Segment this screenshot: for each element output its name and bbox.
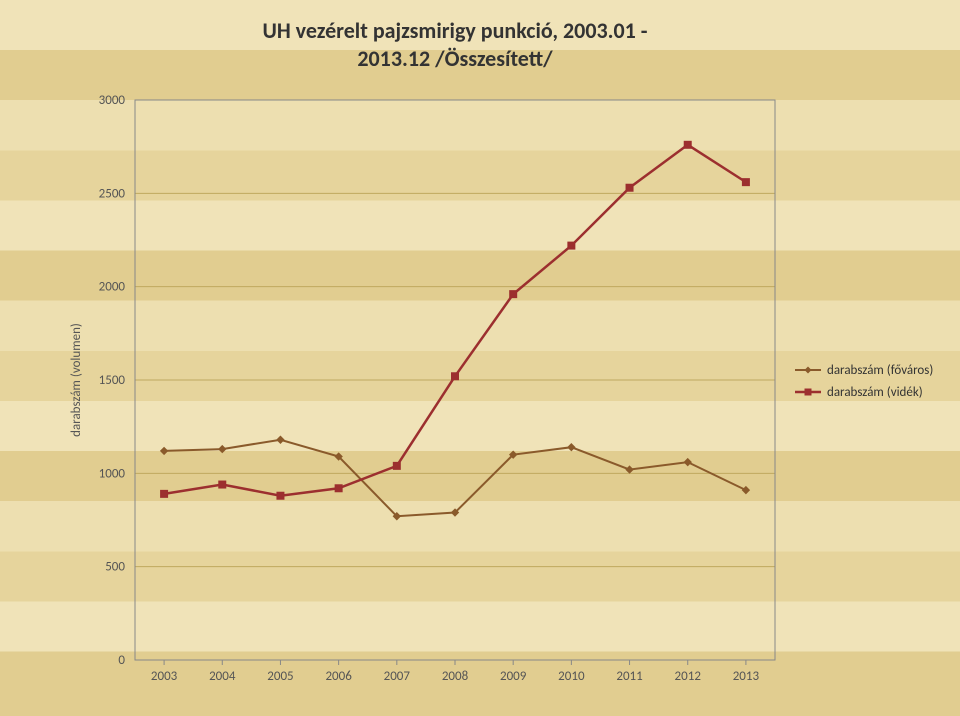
- x-tick-label: 2007: [384, 669, 411, 684]
- marker-fovaros: [742, 487, 749, 494]
- marker-fovaros: [684, 459, 691, 466]
- line-chart: UH vezérelt pajzsmirigy punkció, 2003.01…: [0, 0, 960, 716]
- marker-videk: [219, 481, 226, 488]
- y-axis-label: darabszám (volumen): [69, 323, 84, 437]
- x-tick-label: 2004: [209, 669, 236, 684]
- series-line-fovaros: [164, 440, 746, 517]
- marker-fovaros: [219, 446, 226, 453]
- chart-container: UH vezérelt pajzsmirigy punkció, 2003.01…: [0, 0, 960, 716]
- y-tick-label: 1000: [99, 466, 126, 481]
- series-line-videk: [164, 145, 746, 496]
- legend-marker-videk: [805, 389, 812, 396]
- y-tick-label: 500: [105, 560, 125, 575]
- x-tick-label: 2009: [500, 669, 527, 684]
- x-tick-label: 2006: [325, 669, 352, 684]
- x-tick-label: 2012: [675, 669, 702, 684]
- y-tick-label: 2000: [99, 280, 126, 295]
- marker-videk: [684, 141, 691, 148]
- x-tick-label: 2011: [616, 669, 642, 684]
- marker-videk: [510, 291, 517, 298]
- marker-videk: [742, 179, 749, 186]
- marker-videk: [335, 485, 342, 492]
- marker-videk: [452, 373, 459, 380]
- marker-videk: [568, 242, 575, 249]
- y-tick-label: 2500: [99, 186, 126, 201]
- x-tick-label: 2010: [558, 669, 585, 684]
- y-tick-label: 3000: [99, 93, 126, 108]
- x-tick-label: 2008: [442, 669, 469, 684]
- marker-videk: [161, 490, 168, 497]
- marker-fovaros: [161, 447, 168, 454]
- y-tick-label: 1500: [99, 373, 126, 388]
- marker-videk: [277, 492, 284, 499]
- chart-title-line2: 2013.12 /Összesített/: [357, 45, 553, 72]
- chart-title-line1: UH vezérelt pajzsmirigy punkció, 2003.01…: [262, 17, 647, 44]
- marker-videk: [393, 462, 400, 469]
- legend-label-videk: darabszám (vidék): [827, 385, 923, 400]
- legend-label-fovaros: darabszám (főváros): [827, 363, 933, 378]
- marker-fovaros: [277, 436, 284, 443]
- y-tick-label: 0: [118, 653, 125, 668]
- x-tick-label: 2013: [733, 669, 760, 684]
- x-tick-label: 2003: [151, 669, 178, 684]
- marker-fovaros: [626, 466, 633, 473]
- marker-fovaros: [568, 444, 575, 451]
- marker-videk: [626, 184, 633, 191]
- x-tick-label: 2005: [267, 669, 293, 684]
- legend-marker-fovaros: [805, 367, 812, 374]
